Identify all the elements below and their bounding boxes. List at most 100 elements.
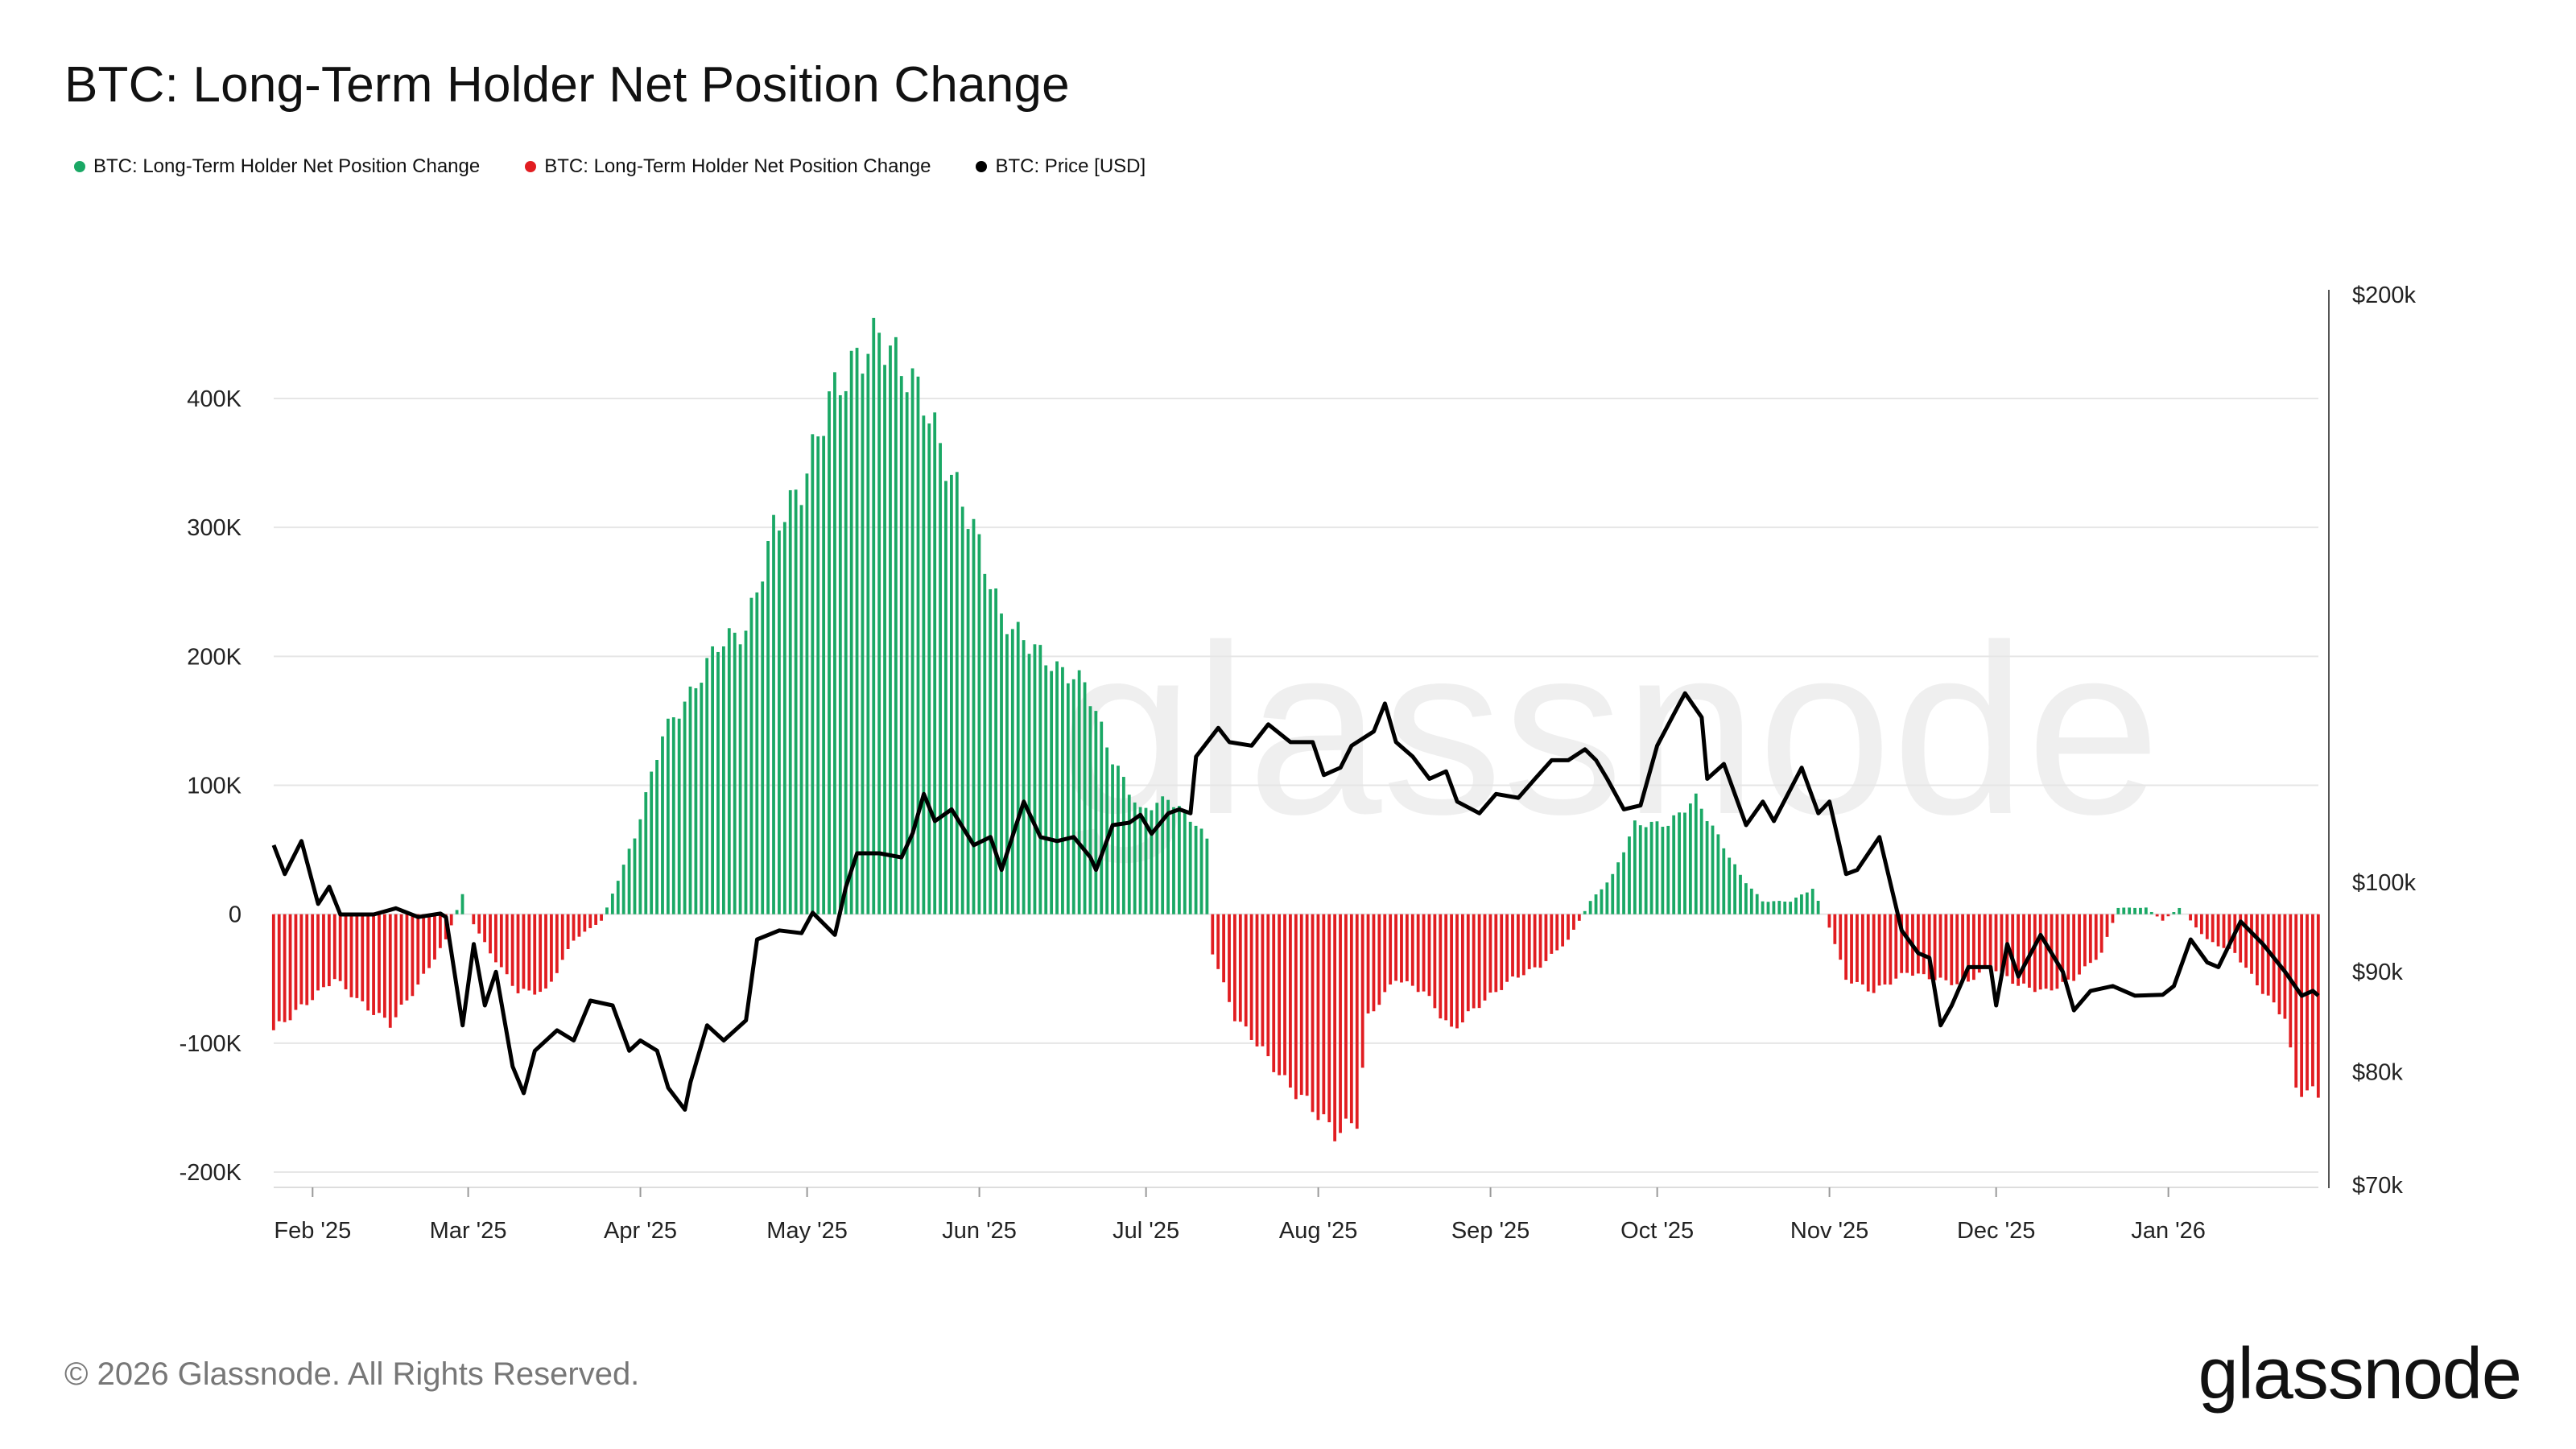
bar (1860, 914, 1864, 985)
bar (1322, 914, 1326, 1115)
bar (382, 914, 386, 1018)
bar (949, 474, 953, 914)
bar (2044, 914, 2048, 989)
bar (566, 914, 570, 949)
bar (811, 434, 815, 914)
bar (1749, 888, 1753, 914)
left-tick-label: 0 (229, 902, 242, 928)
bar (577, 914, 581, 937)
bar (799, 505, 803, 914)
bar (1272, 914, 1276, 1072)
bar (1477, 914, 1481, 1009)
bar (505, 914, 509, 975)
bar (1810, 889, 1814, 914)
bar (1410, 914, 1414, 986)
legend-item-price[interactable]: BTC: Price [USD] (976, 155, 1146, 178)
bar (588, 914, 592, 928)
bar (2111, 914, 2115, 923)
bar (955, 472, 959, 914)
bar (2216, 914, 2220, 947)
bar (977, 534, 981, 914)
bar (1755, 894, 1759, 914)
x-tick-label: Apr '25 (604, 1218, 677, 1244)
bar (1433, 914, 1437, 1009)
bar (2061, 914, 2065, 982)
bar (1022, 640, 1026, 914)
bar (694, 687, 698, 914)
bar (1644, 827, 1648, 914)
x-tick-label: Dec '25 (1957, 1218, 2035, 1244)
bar (277, 914, 281, 1022)
bar (2316, 914, 2320, 1098)
bar (544, 914, 547, 989)
bar (1299, 914, 1303, 1096)
bar (738, 644, 742, 914)
bar (816, 436, 820, 914)
bar (1572, 914, 1575, 930)
legend-dot-red-icon (525, 161, 537, 172)
bar (1233, 914, 1236, 1022)
bar (833, 372, 836, 914)
legend-dot-green-icon (74, 161, 85, 172)
bar (2144, 907, 2148, 914)
bar (1111, 764, 1114, 914)
bar (1311, 914, 1315, 1113)
bar (700, 683, 704, 914)
bar (322, 914, 325, 988)
bar (766, 541, 770, 914)
bar (1622, 852, 1625, 914)
bar (933, 412, 937, 914)
bar (883, 365, 886, 914)
footer-copyright: © 2026 Glassnode. All Rights Reserved. (64, 1356, 640, 1392)
bar (1638, 825, 1642, 914)
watermark-text: glassnode (1059, 594, 2161, 866)
x-tick-label: Nov '25 (1790, 1218, 1868, 1244)
bar (1538, 914, 1542, 968)
bar (1389, 914, 1393, 985)
bar (761, 581, 765, 914)
bar (422, 914, 426, 974)
bar (299, 914, 303, 1005)
bar (1372, 914, 1376, 1012)
bar (1138, 807, 1142, 914)
bar (1405, 914, 1409, 981)
bar (1922, 914, 1926, 975)
bar (916, 376, 920, 914)
bar (2083, 914, 2087, 967)
bar (1100, 721, 1104, 914)
bar (1016, 621, 1020, 914)
bar (1688, 803, 1692, 914)
chart-title: BTC: Long-Term Holder Net Position Chang… (64, 57, 1070, 113)
bar (922, 415, 926, 914)
bar (1816, 901, 1820, 914)
bar (1711, 825, 1715, 914)
bar (460, 894, 464, 914)
bar (1683, 812, 1686, 914)
bar (533, 914, 537, 995)
bar (722, 646, 725, 914)
bar (1127, 795, 1131, 914)
bar (1805, 892, 1809, 914)
bar (433, 914, 436, 960)
bar (1071, 679, 1075, 914)
bar (1766, 902, 1770, 914)
bar (2306, 914, 2309, 1091)
bar (1933, 914, 1937, 980)
bar (1977, 914, 1981, 973)
bar (1383, 914, 1387, 993)
left-tick-label: -100K (180, 1031, 242, 1057)
bar (1900, 914, 1904, 973)
bar (1616, 862, 1620, 914)
legend-dot-black-icon (976, 161, 988, 172)
bar (861, 374, 865, 914)
bar (910, 368, 914, 914)
brand-logo[interactable]: glassnode (2198, 1334, 2522, 1414)
legend-item-negative[interactable]: BTC: Long-Term Holder Net Position Chang… (525, 155, 931, 178)
right-tick-label: $100k (2352, 870, 2417, 896)
bar (499, 914, 503, 968)
legend-item-positive[interactable]: BTC: Long-Term Holder Net Position Chang… (74, 155, 480, 178)
bar (2256, 914, 2259, 986)
bar (2266, 914, 2270, 996)
bar (1905, 914, 1909, 973)
